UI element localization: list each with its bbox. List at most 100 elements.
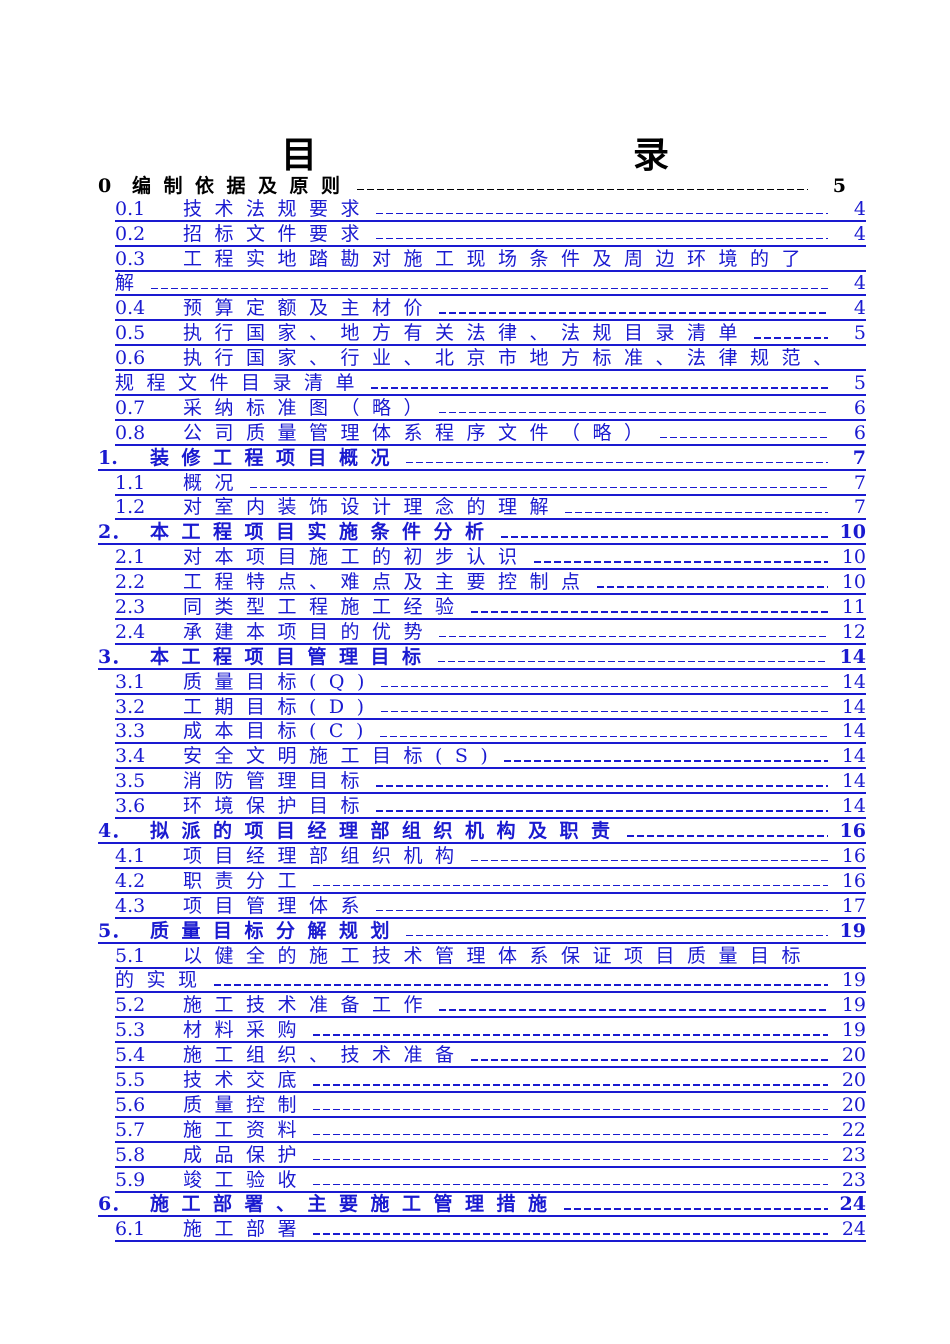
toc-section-link[interactable]: 3． 本工程项目管理目标 14 [98, 645, 866, 670]
dot-leader [406, 924, 828, 937]
toc-subsection-link[interactable]: 0.3 工程实地踏勘对施工现场条件及周边环境的了 [115, 247, 866, 272]
toc-subsection-link[interactable]: 3.2 工期目标(D) 14 [115, 695, 866, 720]
entry-title: 采纳标准图（略） [183, 396, 436, 419]
toc-subsection-link[interactable]: 0.1 技术法规要求 4 [115, 197, 866, 222]
entry-number: 2.4 [115, 620, 146, 643]
toc-subsection-link[interactable]: 5.9 竣工验收 23 [115, 1168, 866, 1193]
toc-subsection-link[interactable]: 3.3 成本目标(C) 14 [115, 720, 866, 745]
dot-leader [356, 178, 808, 191]
toc-subsection-link[interactable]: 3.1 质量目标(Q) 14 [115, 670, 866, 695]
toc-section-link[interactable]: 4． 拟派的项目经理部组织机构及职责 16 [98, 819, 866, 845]
entry-number: 0.5 [115, 322, 146, 345]
dot-leader [376, 227, 828, 240]
dot-leader [150, 277, 828, 289]
entry-number: 3.3 [115, 720, 146, 743]
toc-subsection-link[interactable]: 5.3 材料采购 19 [115, 1018, 866, 1044]
toc-section-link[interactable]: 6． 施工部署、主要施工管理措施 24 [98, 1193, 866, 1218]
entry-page-number: 4 [853, 222, 866, 245]
entry-title: 同类型工程施工经验 [183, 596, 467, 619]
dot-leader [437, 650, 828, 663]
toc-subsection-link-continued[interactable]: 的实现 19 [115, 969, 866, 994]
toc-subsection-link[interactable]: 5.4 施工组织、技术准备 20 [115, 1043, 866, 1069]
toc-subsection-link-continued[interactable]: 规程文件目录清单 5 [115, 371, 866, 397]
dot-leader [313, 1222, 828, 1235]
toc-subsection-link[interactable]: 5.5 技术交底 20 [115, 1068, 866, 1093]
toc-subsection-link[interactable]: 2.1 对本项目施工的初步认识 10 [115, 545, 866, 571]
toc-subsection-link[interactable]: 0.5 执行国家、地方有关法律、法规目录清单 5 [115, 321, 866, 347]
entry-title: 概况 [183, 471, 247, 494]
toc-subsection-link[interactable]: 0.4 预算定额及主材价 4 [115, 296, 866, 322]
entry-number: 5.9 [115, 1168, 146, 1191]
dot-leader [313, 1173, 828, 1186]
entry-page-number: 23 [841, 1168, 866, 1191]
toc-subsection-link[interactable]: 2.3 同类型工程施工经验 11 [115, 595, 866, 621]
entry-page-number: 14 [841, 695, 866, 718]
toc-subsection-link[interactable]: 0.7 采纳标准图（略） 6 [115, 396, 866, 421]
toc-subsection-link[interactable]: 0.6 执行国家、行业、北京市地方标准、法律规范、 [115, 346, 866, 372]
toc-subsection-link[interactable]: 3.6 环境保护目标 14 [115, 794, 866, 820]
dot-leader [533, 550, 828, 563]
toc-subsection-link[interactable]: 4.1 项目经理部组织机构 16 [115, 844, 866, 869]
entry-title: 工期目标(D) [183, 695, 377, 718]
toc-subsection-link[interactable]: 5.7 施工资料 22 [115, 1118, 866, 1143]
entry-number: 5.4 [115, 1044, 146, 1067]
dot-leader [470, 849, 828, 862]
dot-leader [470, 600, 828, 613]
entry-title: 以健全的施工技术管理体系保证项目质量目标 [183, 944, 814, 967]
toc-section-link: 0 编制依据及原则 5 [98, 172, 866, 197]
dot-leader [563, 1197, 828, 1210]
toc-section-link[interactable]: 1. 装修工程项目概况 7 [98, 446, 866, 471]
entry-number: 0.2 [115, 222, 146, 245]
entry-title: 执行国家、行业、北京市地方标准、法律规范、 [183, 347, 845, 370]
entry-page-number: 7 [853, 496, 866, 519]
entry-page-number: 17 [841, 894, 866, 917]
dot-leader [439, 998, 828, 1011]
entry-title-continued: 规程文件目录清单 [115, 372, 368, 395]
toc-subsection-link[interactable]: 3.5 消防管理目标 14 [115, 769, 866, 795]
entry-page-number: 22 [841, 1118, 866, 1141]
entry-page-number: 14 [841, 795, 866, 818]
entry-number: 0.4 [115, 297, 146, 320]
dot-leader [313, 1098, 828, 1111]
dot-leader [376, 202, 828, 215]
toc-subsection-link[interactable]: 0.2 招标文件要求 4 [115, 222, 866, 247]
dot-leader [470, 1048, 828, 1061]
entry-page-number: 20 [841, 1044, 866, 1067]
toc-subsection-link[interactable]: 5.6 质量控制 20 [115, 1093, 866, 1118]
entry-page-number: 4 [853, 197, 866, 220]
toc-subsection-link[interactable]: 6.1 施工部署 24 [115, 1217, 866, 1243]
dot-leader [380, 700, 828, 713]
entry-number: 4.2 [115, 869, 146, 892]
entry-page-number: 14 [839, 645, 866, 668]
dot-leader [376, 899, 828, 912]
entry-page-number: 10 [841, 546, 866, 569]
toc-section-link[interactable]: 5． 质量目标分解规划 19 [98, 919, 866, 944]
toc-subsection-link[interactable]: 4.2 职责分工 16 [115, 869, 866, 894]
toc-subsection-link[interactable]: 2.2 工程特点、难点及主要控制点 10 [115, 570, 866, 596]
entry-number: 0.8 [115, 421, 146, 444]
entry-page-number: 19 [841, 1019, 866, 1042]
entry-title: 招标文件要求 [183, 222, 373, 245]
toc-subsection-link[interactable]: 5.2 施工技术准备工作 19 [115, 993, 866, 1019]
entry-title: 本工程项目管理目标 [150, 645, 434, 668]
entry-title: 项目管理体系 [183, 894, 373, 917]
entry-title: 装修工程项目概况 [150, 446, 403, 469]
toc-subsection-link[interactable]: 4.3 项目管理体系 17 [115, 894, 866, 919]
toc-subsection-link[interactable]: 3.4 安全文明施工目标(S) 14 [115, 744, 866, 770]
entry-number: 6． [98, 1193, 131, 1216]
toc-subsection-link[interactable]: 0.8 公司质量管理体系程序文件（略） 6 [115, 421, 866, 446]
dot-leader [439, 625, 828, 638]
entry-number: 3.2 [115, 695, 146, 718]
toc-section-link[interactable]: 2． 本工程项目实施条件分析 10 [98, 520, 866, 546]
entry-title: 编制依据及原则 [132, 174, 353, 197]
dot-leader [313, 1123, 828, 1136]
toc-subsection-link[interactable]: 5.1 以健全的施工技术管理体系保证项目质量目标 [115, 944, 866, 969]
entry-title: 对室内装饰设计理念的理解 [183, 496, 562, 519]
entry-page-number: 5 [853, 322, 866, 345]
toc-subsection-link[interactable]: 1.1 概况 7 [115, 471, 866, 496]
dot-leader [439, 401, 828, 414]
toc-subsection-link[interactable]: 5.8 成品保护 23 [115, 1143, 866, 1168]
toc-subsection-link[interactable]: 2.4 承建本项目的优势 12 [115, 620, 866, 645]
toc-subsection-link[interactable]: 1.2 对室内装饰设计理念的理解 7 [115, 496, 866, 521]
